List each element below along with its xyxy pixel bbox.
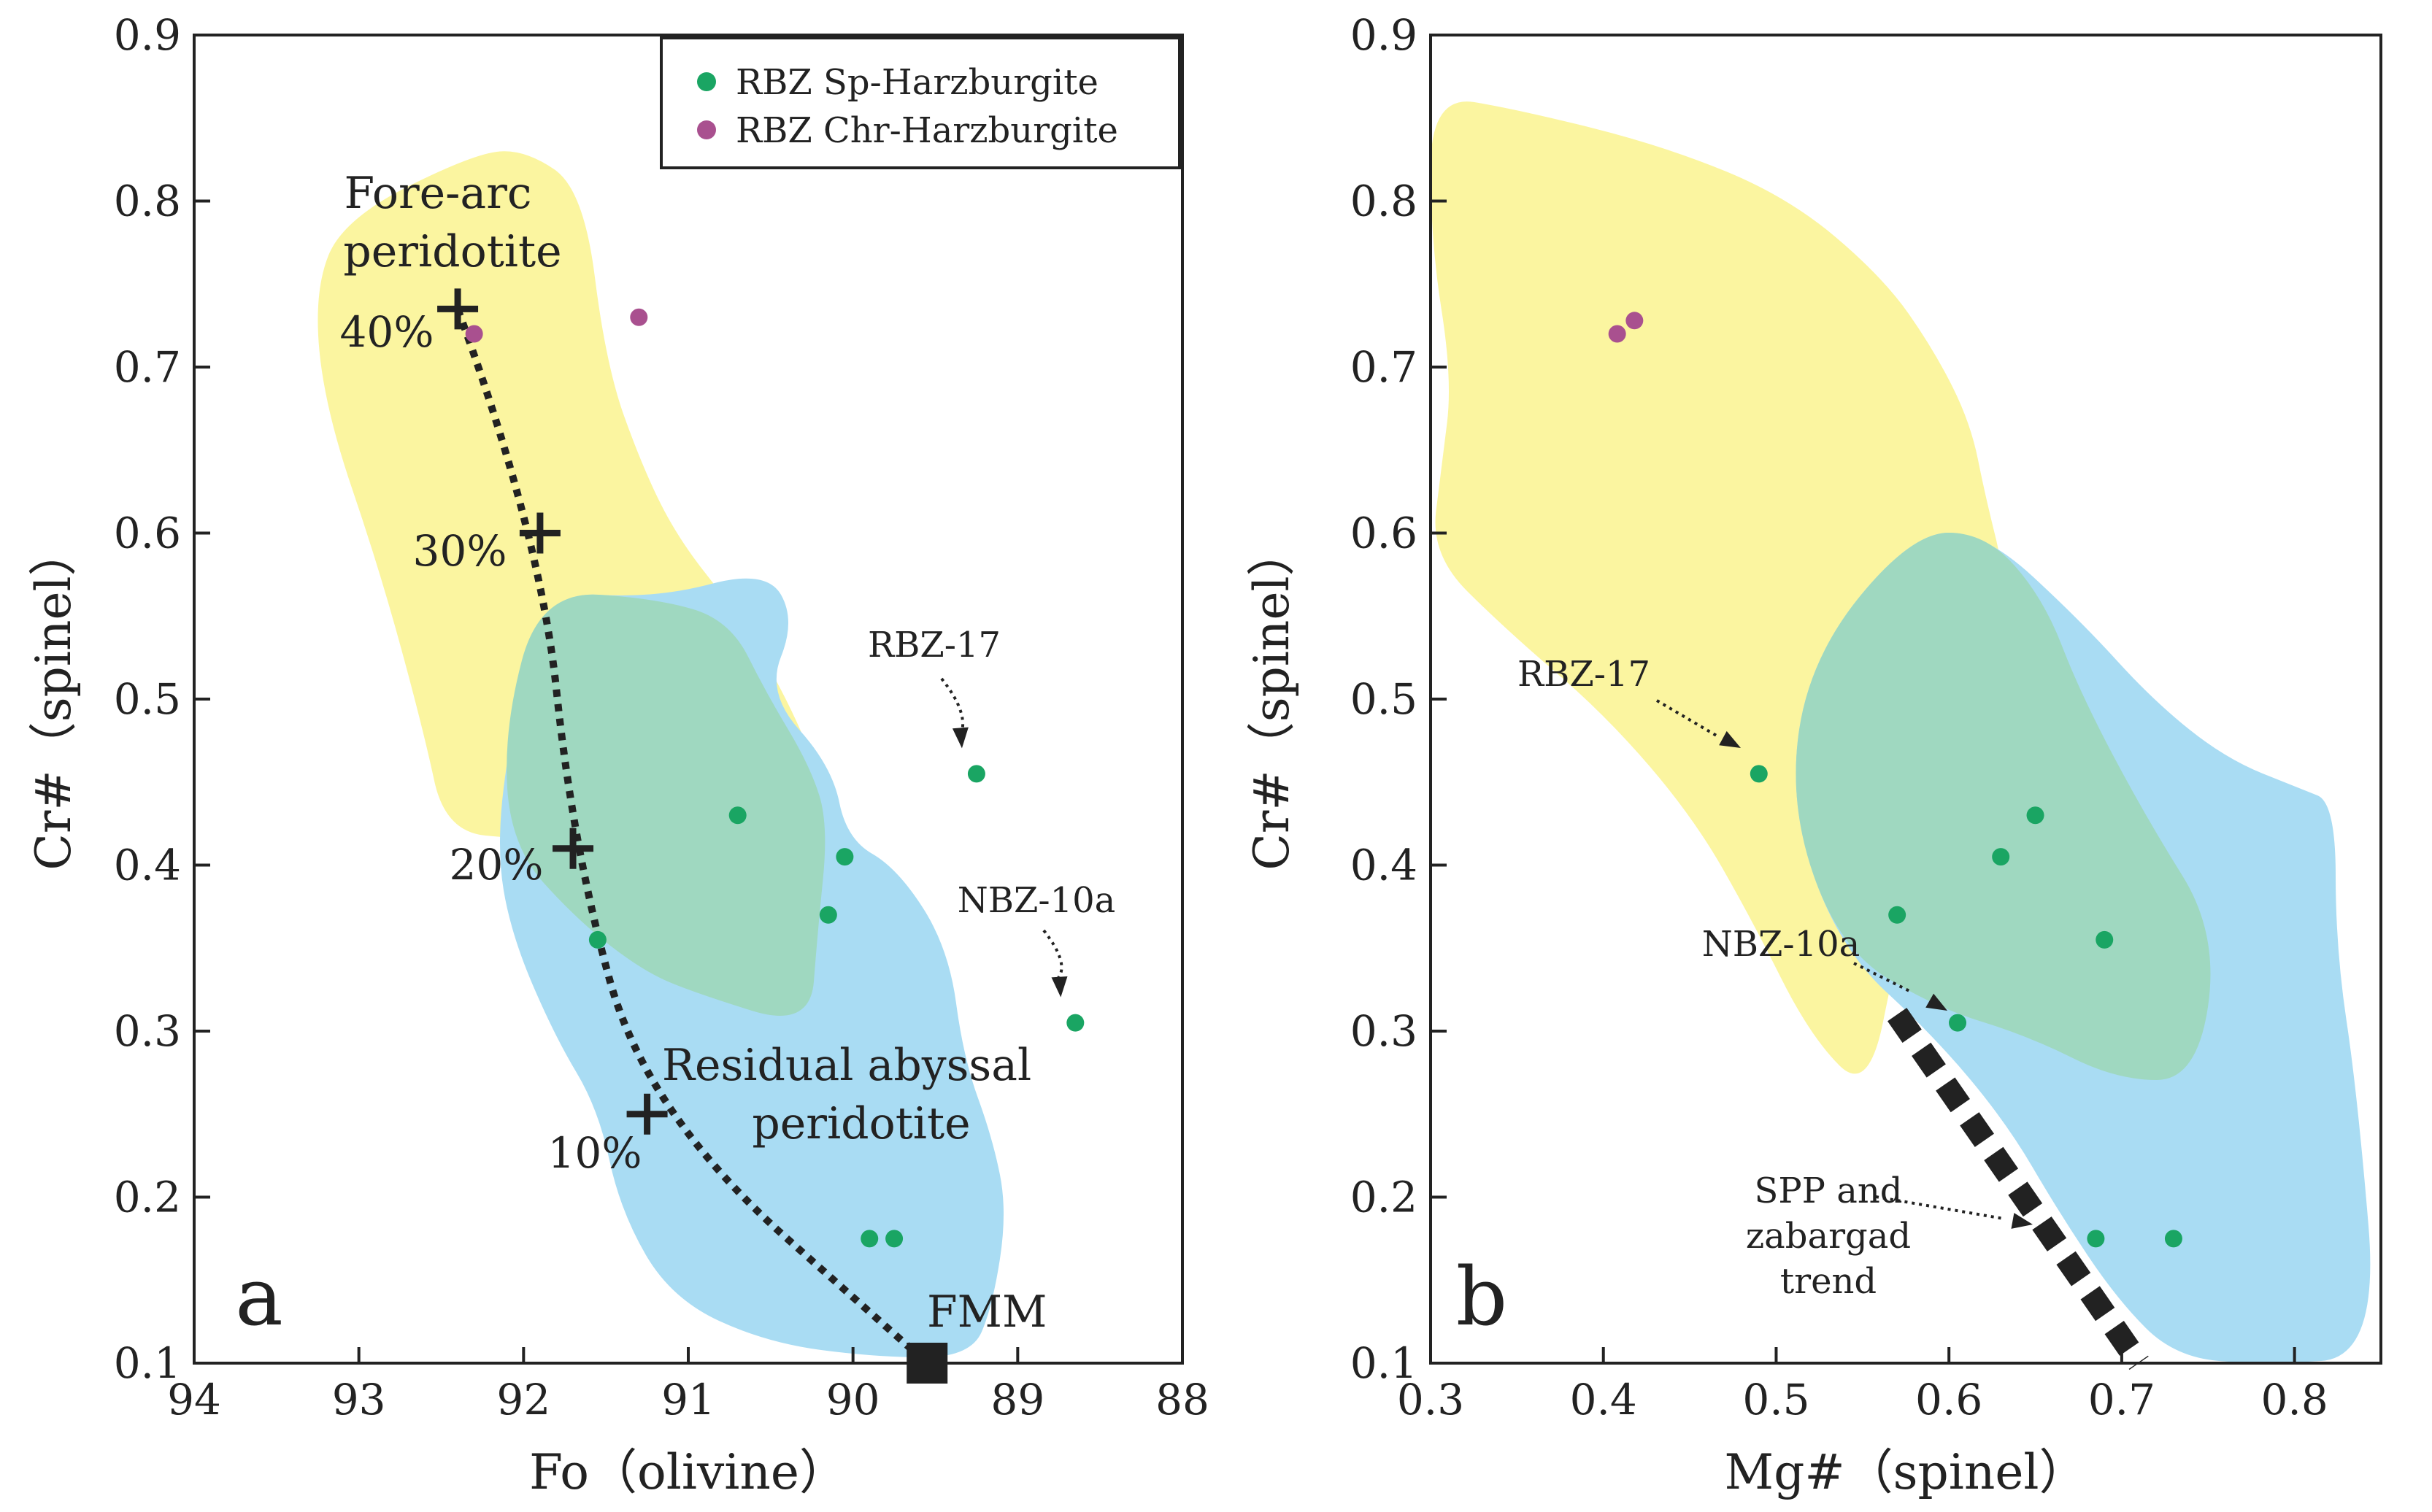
x-axis-title: Fo（olivine） (529, 1444, 847, 1500)
legend-label: RBZ Chr-Harzburgite (736, 110, 1118, 151)
trend-label-line-1: SPP and (1755, 1170, 1903, 1211)
y-tick-label: 0.6 (114, 509, 181, 558)
y-tick-label: 0.8 (114, 177, 181, 226)
fmm-label: FMM (927, 1287, 1047, 1338)
x-tick-label: 90 (826, 1375, 880, 1424)
panel-a-fields (318, 151, 1004, 1357)
y-axis-title: Cr#（spinel） (26, 528, 82, 870)
callout-nbz-10a: NBZ-10a (958, 880, 1116, 921)
data-point (1949, 1014, 1967, 1032)
panel-a: 94 93 92 91 90 89 88 0.1 0.2 0.3 0.4 0.5 0.6 0.7 0.8 0.… (26, 10, 1209, 1500)
data-point (1608, 325, 1626, 343)
x-tick-label: 93 (332, 1375, 386, 1424)
fore-arc-label-line-1: Fore-arc (345, 168, 532, 219)
x-tick-label: 94 (167, 1375, 221, 1424)
callout-rbz-17-arrow (1655, 699, 1720, 738)
callout-nbz-10a: NBZ-10a (1702, 924, 1860, 965)
data-point (465, 325, 483, 343)
y-tick-label: 0.5 (114, 674, 181, 724)
data-point (2026, 806, 2044, 825)
panel-a-axes: 94 93 92 91 90 89 88 0.1 0.2 0.3 0.4 0.5 0.6 0.7 0.8 0.… (26, 10, 1209, 1500)
trend-label-line-2: zabargad (1746, 1216, 1911, 1257)
legend-marker (697, 72, 716, 91)
y-tick-label: 0.4 (1350, 841, 1417, 890)
callout-rbz-17: RBZ-17 (868, 625, 1001, 666)
y-tick-label: 0.1 (114, 1338, 181, 1388)
data-point (630, 308, 648, 326)
data-point (2096, 930, 2114, 949)
y-tick-label: 0.9 (114, 10, 181, 60)
data-point (819, 906, 837, 924)
y-tick-label: 0.3 (114, 1006, 181, 1056)
callout-nbz-10a-arrowhead (1051, 976, 1068, 998)
data-point (967, 765, 985, 783)
panel-a-letter: a (235, 1250, 283, 1343)
abyssal-label-line-2: peridotite (752, 1098, 970, 1149)
y-tick-label: 0.9 (1350, 10, 1417, 60)
x-tick-label: 0.6 (1915, 1375, 1982, 1424)
callout-rbz-17-arrowhead (1719, 730, 1741, 748)
melting-percent-label: 40% (340, 307, 434, 357)
x-tick-label: 88 (1155, 1375, 1209, 1424)
y-tick-label: 0.3 (1350, 1006, 1417, 1056)
data-point (861, 1230, 879, 1248)
data-point (1625, 312, 1644, 330)
x-tick-label: 92 (496, 1375, 550, 1424)
y-axis-title: Cr#（spinel） (1244, 528, 1300, 870)
y-tick-label: 0.5 (1350, 674, 1417, 724)
data-point (1066, 1014, 1085, 1032)
data-point (728, 806, 747, 825)
y-tick-label: 0.7 (114, 342, 181, 392)
callout-rbz-17-arrowhead (952, 727, 969, 749)
callout-trend-arrowhead (2011, 1213, 2033, 1229)
trend-label-line-3: trend (1780, 1261, 1877, 1302)
y-tick-label: 0.2 (114, 1173, 181, 1222)
melting-percent-label: 20% (450, 840, 544, 890)
panel-a-points (465, 308, 1085, 1248)
x-tick-label: 0.3 (1397, 1375, 1464, 1424)
legend: RBZ Sp-Harzburgite RBZ Chr-Harzburgite (660, 36, 1181, 169)
abyssal-label-line-1: Residual abyssal (662, 1040, 1031, 1091)
y-tick-label: 0.4 (114, 841, 181, 890)
x-tick-label: 0.5 (1742, 1375, 1809, 1424)
x-tick-label: 0.8 (2261, 1375, 2328, 1424)
panel-b-letter: b (1456, 1250, 1507, 1343)
x-axis-title: Mg#（spinel） (1724, 1444, 2087, 1500)
panel-b-axes: 0.3 0.4 0.5 0.6 0.7 0.8 0.1 0.2 0.3 0.4 0.5 0.6 0.7 0… (1244, 10, 2382, 1500)
legend-label: RBZ Sp-Harzburgite (736, 62, 1098, 103)
overlap-field (507, 594, 826, 1016)
data-point (2164, 1230, 2182, 1248)
data-point (1888, 906, 1906, 924)
legend-box (660, 36, 1181, 169)
melting-percent-label: 10% (548, 1128, 642, 1178)
melting-percent-label: 30% (413, 526, 507, 576)
callout-nbz-10a-arrow (1042, 929, 1063, 979)
y-tick-label: 0.8 (1350, 177, 1417, 226)
data-point (2087, 1230, 2105, 1248)
y-tick-label: 0.2 (1350, 1173, 1417, 1222)
x-tick-label: 89 (990, 1375, 1044, 1424)
data-point (836, 848, 854, 866)
callout-nbz-10a-arrowhead (1925, 993, 1947, 1011)
y-tick-label: 0.7 (1350, 342, 1417, 392)
panel-b: 0.3 0.4 0.5 0.6 0.7 0.8 0.1 0.2 0.3 0.4 0.5 0.6 0.7 0… (1244, 10, 2382, 1500)
spp-zabargad-trend-line (1888, 1008, 2149, 1370)
y-tick-label: 0.1 (1350, 1338, 1417, 1388)
data-point (885, 1230, 904, 1248)
data-point (1992, 848, 2010, 866)
callout-rbz-17: RBZ-17 (1517, 654, 1650, 695)
data-point (1750, 765, 1768, 783)
legend-marker (697, 120, 716, 139)
panel-a-labels: Fore-arc peridotite Residual abyssal perido… (235, 168, 1115, 1343)
fore-arc-label-line-2: peridotite (343, 226, 561, 277)
x-tick-label: 0.7 (2088, 1375, 2155, 1424)
x-tick-label: 0.4 (1570, 1375, 1637, 1424)
panel-b-trend (1888, 1008, 2149, 1370)
y-tick-label: 0.6 (1350, 509, 1417, 558)
data-point (588, 930, 607, 949)
x-tick-label: 91 (661, 1375, 715, 1424)
panel-b-points (1608, 312, 2182, 1248)
